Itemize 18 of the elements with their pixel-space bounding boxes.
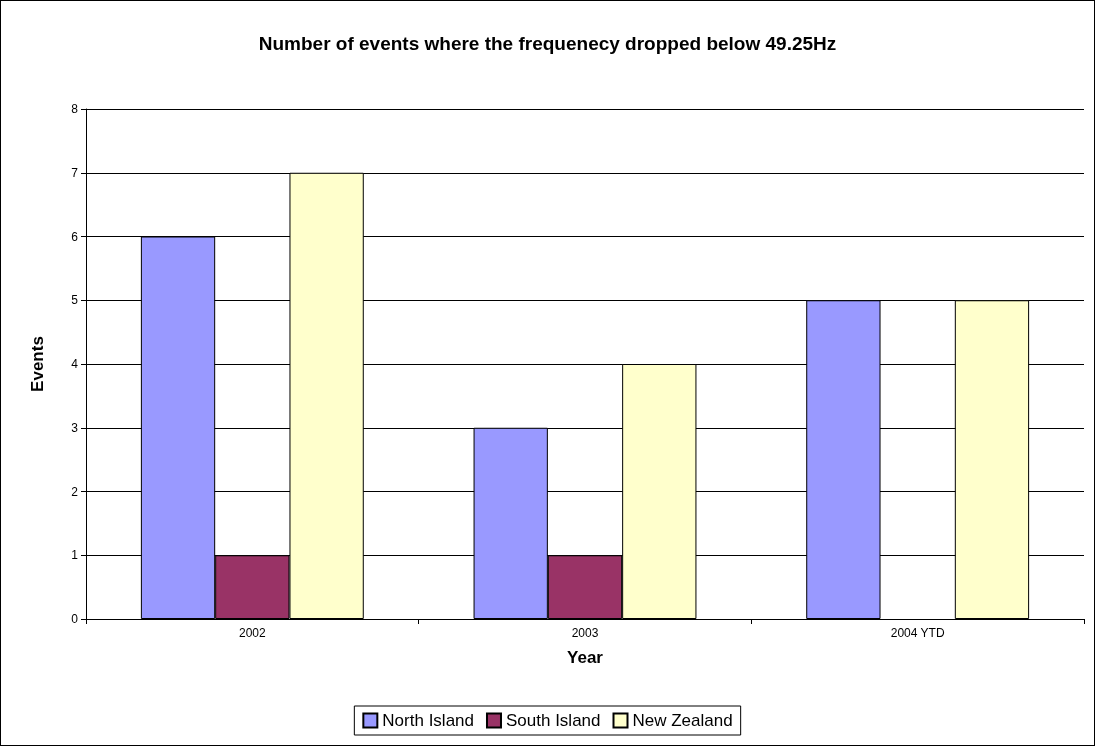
y-tick-label: 0 [71, 612, 79, 626]
x-tick-label: 2003 [571, 626, 599, 640]
y-axis-title: Events [28, 336, 47, 392]
y-tick-label: 4 [71, 357, 79, 371]
x-axis-title: Year [567, 648, 604, 667]
legend-label: North Island [382, 711, 474, 730]
y-tick-label: 3 [71, 420, 79, 435]
x-tick-label: 2002 [238, 626, 266, 640]
x-tick-label: 2004 YTD [890, 626, 945, 640]
legend-label: New Zealand [632, 711, 733, 730]
y-tick-label: 7 [71, 165, 79, 180]
y-tick-label: 1 [71, 548, 79, 563]
y-tick-label: 2 [71, 484, 79, 499]
y-tick-label: 6 [71, 229, 79, 244]
y-tick-label: 5 [71, 293, 79, 308]
chart-title: Number of events where the frequenecy dropped below 49.25Hz [258, 33, 837, 54]
y-tick-label: 8 [71, 102, 79, 116]
legend-label: South Island [505, 711, 601, 730]
